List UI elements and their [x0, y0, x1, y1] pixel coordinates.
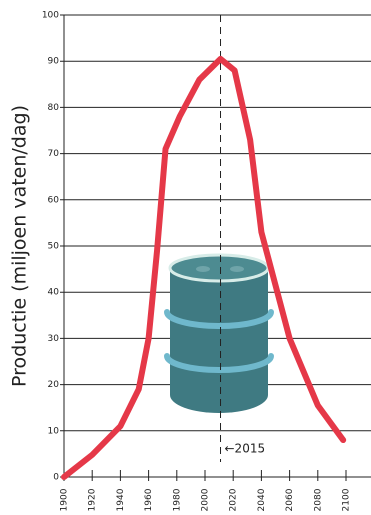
y-tick-label: 0 — [53, 473, 59, 483]
y-tick-label: 50 — [48, 242, 60, 252]
x-tick-label: 2020 — [229, 488, 239, 511]
y-tick-label: 90 — [48, 57, 60, 67]
y-axis-label: Productie (miljoen vaten/dag) — [9, 105, 31, 387]
y-tick-label: 100 — [42, 11, 59, 21]
x-tick-label: 2000 — [201, 488, 211, 511]
y-tick-label: 10 — [48, 426, 60, 436]
y-tick-label: 80 — [48, 103, 60, 113]
x-tick-label: 1940 — [116, 488, 126, 511]
chart: Productie (miljoen vaten/dag) 0 10 20 30 40 5… — [0, 0, 371, 515]
x-tick-label: 1980 — [172, 488, 182, 511]
y-tick-label: 70 — [48, 149, 60, 159]
marker-label: ←2015 — [225, 442, 266, 456]
x-tick-label: 1960 — [144, 488, 154, 511]
x-tick-label: 2060 — [285, 488, 295, 511]
barrel-illustration — [167, 255, 271, 413]
x-tick-label: 2100 — [342, 488, 352, 511]
y-tick-label: 20 — [48, 380, 60, 390]
x-tick-label: 2080 — [313, 488, 323, 511]
y-tick-label: 40 — [48, 288, 60, 298]
y-tick-label: 60 — [48, 195, 60, 205]
x-tick-label: 2040 — [257, 488, 267, 511]
y-tick-label: 30 — [48, 334, 60, 344]
x-tick-label: 1900 — [60, 488, 70, 511]
x-tick-label: 1920 — [88, 488, 98, 511]
